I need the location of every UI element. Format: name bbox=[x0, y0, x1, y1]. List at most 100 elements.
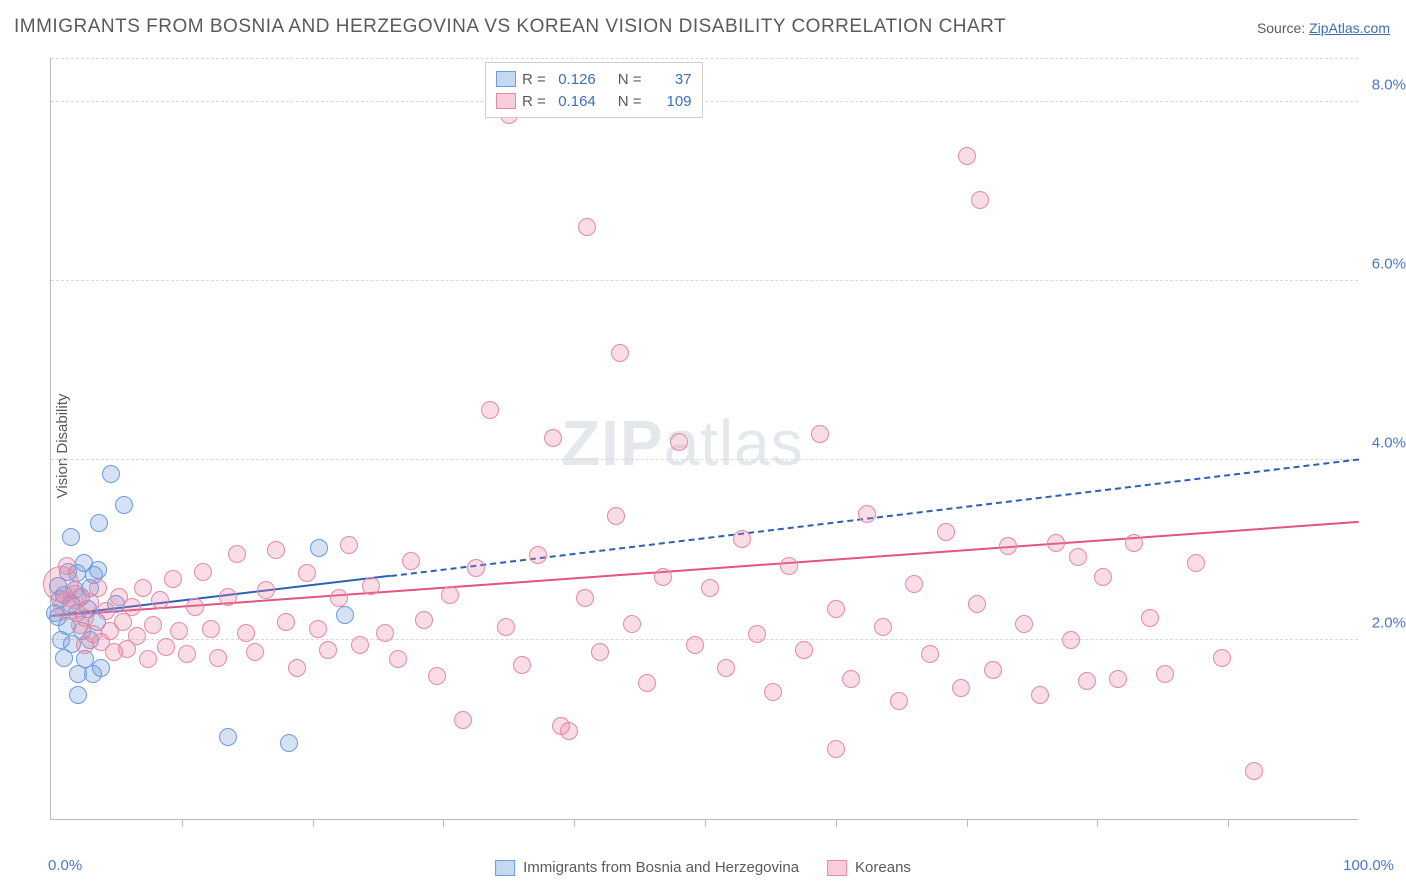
data-point bbox=[340, 536, 358, 554]
data-point bbox=[654, 568, 672, 586]
data-point bbox=[194, 563, 212, 581]
data-point bbox=[123, 598, 141, 616]
data-point bbox=[842, 670, 860, 688]
data-point bbox=[157, 638, 175, 656]
gridline bbox=[51, 101, 1358, 102]
data-point bbox=[578, 218, 596, 236]
data-point bbox=[170, 622, 188, 640]
data-point bbox=[467, 559, 485, 577]
data-point bbox=[336, 606, 354, 624]
data-point bbox=[905, 575, 923, 593]
data-point bbox=[513, 656, 531, 674]
data-point bbox=[89, 561, 107, 579]
data-point bbox=[686, 636, 704, 654]
legend-n-value: 109 bbox=[648, 93, 692, 110]
gridline bbox=[51, 58, 1358, 59]
data-point bbox=[1141, 609, 1159, 627]
data-point bbox=[701, 579, 719, 597]
data-point bbox=[560, 722, 578, 740]
legend-series-name: Immigrants from Bosnia and Herzegovina bbox=[523, 859, 799, 876]
data-point bbox=[428, 667, 446, 685]
legend-swatch bbox=[495, 860, 515, 876]
data-point bbox=[497, 618, 515, 636]
plot-area: ZIPatlas 2.0%4.0%6.0%8.0% bbox=[50, 58, 1358, 820]
data-point bbox=[454, 711, 472, 729]
data-point bbox=[890, 692, 908, 710]
data-point bbox=[330, 589, 348, 607]
data-point bbox=[1015, 615, 1033, 633]
x-axis-max-label: 100.0% bbox=[1343, 857, 1394, 874]
legend-swatch bbox=[827, 860, 847, 876]
gridline bbox=[51, 459, 1358, 460]
legend-swatch bbox=[496, 71, 516, 87]
data-point bbox=[968, 595, 986, 613]
data-point bbox=[319, 641, 337, 659]
data-point bbox=[858, 505, 876, 523]
y-tick-label: 4.0% bbox=[1372, 435, 1406, 452]
data-point bbox=[1125, 534, 1143, 552]
legend-item: Immigrants from Bosnia and Herzegovina bbox=[495, 859, 799, 876]
data-point bbox=[733, 530, 751, 548]
x-axis-min-label: 0.0% bbox=[48, 857, 82, 874]
data-point bbox=[186, 598, 204, 616]
data-point bbox=[402, 552, 420, 570]
data-point bbox=[376, 624, 394, 642]
x-tick bbox=[967, 819, 968, 827]
legend-stats-row: R =0.164N =109 bbox=[496, 90, 692, 112]
data-point bbox=[544, 429, 562, 447]
data-point bbox=[128, 627, 146, 645]
x-tick bbox=[705, 819, 706, 827]
legend-stats-row: R =0.126N =37 bbox=[496, 68, 692, 90]
data-point bbox=[144, 616, 162, 634]
data-point bbox=[827, 600, 845, 618]
data-point bbox=[952, 679, 970, 697]
data-point bbox=[591, 643, 609, 661]
legend-r-label: R = bbox=[522, 93, 546, 110]
data-point bbox=[69, 686, 87, 704]
data-point bbox=[90, 514, 108, 532]
watermark-zip: ZIP bbox=[561, 407, 664, 479]
data-point bbox=[1245, 762, 1263, 780]
data-point bbox=[1156, 665, 1174, 683]
data-point bbox=[288, 659, 306, 677]
source-link[interactable]: ZipAtlas.com bbox=[1309, 20, 1390, 36]
data-point bbox=[219, 588, 237, 606]
data-point bbox=[764, 683, 782, 701]
chart-title: IMMIGRANTS FROM BOSNIA AND HERZEGOVINA V… bbox=[14, 16, 1006, 38]
legend-r-value: 0.126 bbox=[552, 71, 596, 88]
data-point bbox=[921, 645, 939, 663]
legend-swatch bbox=[496, 93, 516, 109]
data-point bbox=[638, 674, 656, 692]
data-point bbox=[1069, 548, 1087, 566]
data-point bbox=[415, 611, 433, 629]
data-point bbox=[277, 613, 295, 631]
data-point bbox=[1062, 631, 1080, 649]
data-point bbox=[164, 570, 182, 588]
data-point bbox=[481, 401, 499, 419]
data-point bbox=[827, 740, 845, 758]
legend-bottom: Immigrants from Bosnia and HerzegovinaKo… bbox=[495, 859, 911, 876]
data-point bbox=[151, 591, 169, 609]
data-point bbox=[115, 496, 133, 514]
data-point bbox=[529, 546, 547, 564]
data-point bbox=[971, 191, 989, 209]
data-point bbox=[178, 645, 196, 663]
data-point bbox=[280, 734, 298, 752]
data-point bbox=[219, 728, 237, 746]
data-point bbox=[748, 625, 766, 643]
data-point bbox=[139, 650, 157, 668]
source-attribution: Source: ZipAtlas.com bbox=[1257, 20, 1390, 36]
data-point bbox=[351, 636, 369, 654]
legend-stats-box: R =0.126N =37R =0.164N =109 bbox=[485, 62, 703, 118]
data-point bbox=[1094, 568, 1112, 586]
data-point bbox=[780, 557, 798, 575]
data-point bbox=[62, 528, 80, 546]
data-point bbox=[958, 147, 976, 165]
data-point bbox=[795, 641, 813, 659]
x-tick bbox=[574, 819, 575, 827]
data-point bbox=[576, 589, 594, 607]
legend-r-label: R = bbox=[522, 71, 546, 88]
data-point bbox=[611, 344, 629, 362]
data-point bbox=[389, 650, 407, 668]
gridline bbox=[51, 280, 1358, 281]
